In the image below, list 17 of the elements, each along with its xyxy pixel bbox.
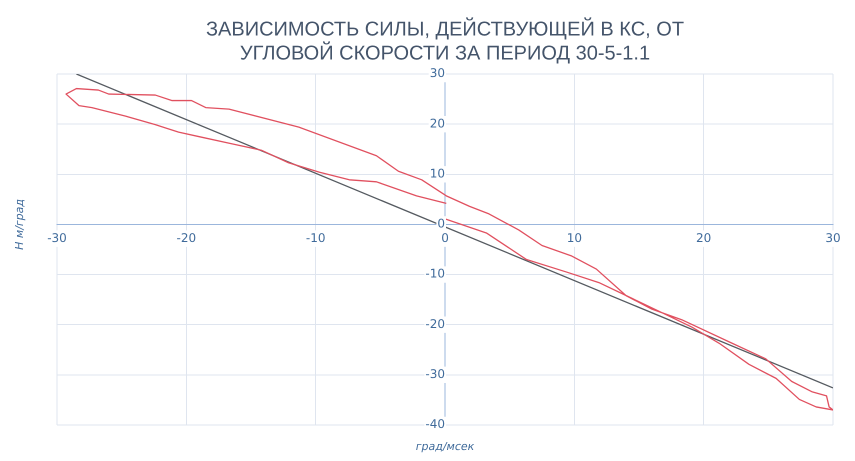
y-axis-title: Н м/град bbox=[12, 198, 26, 250]
y-tick-label: -40 bbox=[425, 417, 445, 432]
y-tick-label: -20 bbox=[425, 316, 445, 331]
y-tick-label: -10 bbox=[425, 266, 445, 281]
x-tick-label: 30 bbox=[825, 230, 841, 245]
y-tick-label: 30 bbox=[430, 66, 445, 80]
x-tick-label: 20 bbox=[696, 230, 712, 245]
chart-title: ЗАВИСИМОСТЬ СИЛЫ, ДЕЙСТВУЮЩЕЙ В КС, ОТ УГЛОВОЙ СКОРОСТИ ЗА ПЕРИОД 30-5-1.1 bbox=[206, 16, 684, 65]
x-axis-title: град/мсек bbox=[416, 440, 475, 453]
y-tick-label: 20 bbox=[430, 116, 445, 130]
x-tick-label: -10 bbox=[306, 230, 326, 245]
y-tick-label: 0 bbox=[437, 216, 445, 231]
y-tick-label: 10 bbox=[430, 166, 445, 180]
x-tick-label: -30 bbox=[47, 230, 67, 245]
y-tick-label: -30 bbox=[425, 366, 445, 381]
x-tick-label: -20 bbox=[176, 230, 196, 245]
x-tick-label: 10 bbox=[566, 230, 582, 245]
